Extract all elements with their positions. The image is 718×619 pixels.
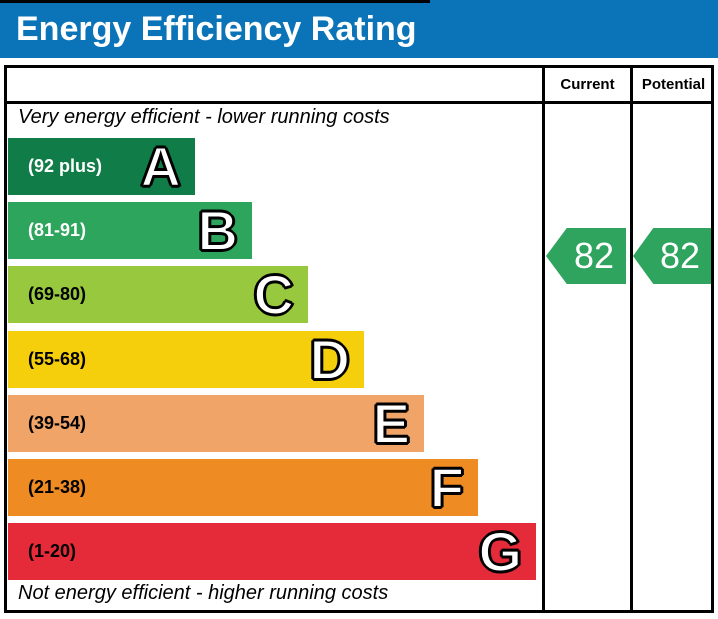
band-row-b: (81-91) B	[8, 199, 252, 262]
potential-rating-value: 82	[659, 235, 701, 276]
caption-not-efficient: Not energy efficient - higher running co…	[18, 582, 389, 604]
band-letter: F	[429, 456, 465, 519]
band-row-a: (92 plus) A	[8, 135, 195, 198]
band-row-c: (69-80) C	[8, 263, 308, 326]
band-range-label: (1-20)	[28, 541, 77, 561]
page-title: Energy Efficiency Rating	[16, 9, 417, 48]
band-letter: B	[197, 199, 239, 262]
header-row-divider	[4, 101, 714, 104]
band-range-label: (21-38)	[28, 477, 87, 497]
band-letter: A	[140, 135, 182, 198]
caption-very-efficient: Very energy efficient - lower running co…	[18, 106, 390, 128]
current-column-divider	[542, 65, 545, 613]
band-row-e: (39-54) E	[8, 392, 424, 455]
column-header-current: Current	[560, 76, 615, 93]
potential-column-divider	[630, 65, 633, 613]
band-range-label: (81-91)	[28, 220, 87, 240]
band-letter: C	[253, 263, 295, 326]
band-letter: E	[372, 392, 411, 455]
band-range-label: (39-54)	[28, 413, 87, 433]
top-edge-line	[0, 0, 430, 3]
column-header-potential: Potential	[641, 76, 706, 93]
band-range-label: (69-80)	[28, 284, 87, 304]
current-rating-value: 82	[573, 235, 615, 276]
band-row-f: (21-38) F	[8, 456, 478, 519]
band-row-g: (1-20) G	[8, 520, 536, 583]
title-bar: Energy Efficiency Rating	[0, 0, 718, 58]
band-letter: D	[309, 328, 351, 391]
band-row-d: (55-68) D	[8, 328, 364, 391]
band-letter: G	[477, 520, 523, 583]
band-range-label: (92 plus)	[28, 156, 103, 176]
band-range-label: (55-68)	[28, 349, 87, 369]
